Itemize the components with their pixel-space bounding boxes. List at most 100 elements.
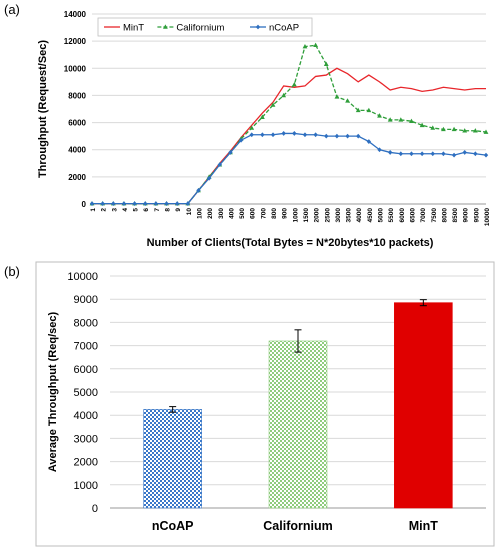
data-point: [334, 94, 340, 99]
x-tick-label-a: 9: [175, 208, 182, 212]
x-tick-label-a: 8: [165, 208, 172, 212]
legend-item-mint: MinT: [104, 23, 144, 34]
y-tick-label-a: 12000: [64, 37, 87, 46]
data-point: [483, 129, 489, 134]
series-line: [92, 44, 487, 205]
bar-chart-panel: (b) 0 1000 2000 3000 4000 5000 6000 7000 8000 900…: [4, 261, 495, 547]
x-tick-label-a: 4000: [356, 208, 363, 223]
data-point: [441, 126, 446, 132]
data-point: [419, 122, 425, 128]
bar-group: [143, 406, 202, 509]
x-tick-label-a: 9000: [463, 208, 470, 223]
y-tick-label-b: 5000: [74, 387, 98, 399]
data-point: [356, 133, 361, 139]
x-tick-label-a: 1500: [303, 208, 310, 223]
x-tick-label-a: 700: [260, 208, 267, 219]
x-tick-label-a: 5: [133, 208, 140, 212]
panel-b-label: (b): [4, 264, 20, 279]
data-point: [292, 131, 297, 136]
data-point: [281, 131, 286, 136]
data-point: [270, 102, 276, 107]
bar: [268, 340, 328, 509]
data-point: [259, 114, 265, 119]
x-tick-label-a: 4500: [367, 208, 374, 223]
data-point: [249, 125, 255, 130]
series-ncoap: [89, 131, 489, 206]
y-tick-label-b: 10000: [67, 271, 98, 283]
data-point: [462, 150, 467, 155]
data-point: [260, 132, 265, 138]
data-point: [302, 43, 308, 49]
data-point: [398, 151, 404, 157]
x-tick-label-a: 3500: [346, 208, 353, 223]
legend-label: nCoAP: [269, 23, 299, 34]
y-tick-label-b: 7000: [74, 341, 98, 353]
data-point: [143, 201, 148, 206]
data-point: [111, 201, 116, 206]
y-tick-label-a: 0: [82, 200, 87, 209]
y-tick-label-a: 14000: [64, 10, 87, 19]
data-point: [217, 162, 222, 168]
data-point: [313, 132, 318, 138]
legend: MinT Californium nCoAP: [97, 17, 313, 37]
x-tick-label-a: 8500: [452, 208, 459, 223]
data-point: [409, 151, 414, 157]
legend-item-ncoap: nCoAP: [250, 23, 299, 34]
data-point: [473, 151, 478, 157]
y-tick-label-a: 10000: [64, 64, 87, 73]
x-tick-label-a: 6000: [399, 208, 406, 223]
y-tick-label-b: 9000: [74, 294, 98, 306]
data-point: [441, 151, 446, 157]
data-point: [483, 152, 489, 158]
x-tick-label-a: 3000: [335, 208, 342, 223]
data-point: [334, 133, 340, 139]
y-tick-label-b: 4000: [74, 410, 98, 422]
data-point: [270, 132, 276, 138]
data-point: [206, 175, 212, 181]
legend-marker: [163, 24, 168, 29]
data-point: [409, 118, 414, 124]
data-point: [228, 150, 233, 155]
x-tick-label-a: 10000: [484, 208, 491, 226]
y-tick-label-a: 8000: [68, 91, 86, 100]
data-point: [164, 201, 169, 206]
x-tick-label-a: 7500: [431, 208, 438, 223]
data-point: [472, 128, 478, 133]
data-point: [419, 151, 425, 157]
x-tick-label-a: 9500: [473, 208, 480, 223]
legend-label: MinT: [123, 23, 144, 34]
y-tick-label-a: 6000: [68, 119, 86, 128]
data-point: [238, 137, 244, 143]
x-tick-label-a: 2: [101, 208, 108, 212]
x-tick-label-a: 2500: [324, 208, 331, 223]
data-point: [355, 107, 361, 113]
legend-item-californium: Californium: [157, 23, 225, 34]
data-point: [462, 128, 468, 133]
data-point: [324, 133, 329, 139]
legend-label: Californium: [176, 23, 224, 34]
data-point: [249, 132, 254, 138]
y-tick-label-b: 1000: [74, 480, 98, 492]
x-tick-label-a: 8000: [441, 208, 448, 223]
x-tick-label-a: 1: [90, 208, 97, 212]
x-tick-label-a: 500: [239, 208, 246, 219]
bar: [394, 302, 453, 509]
x-tick-label-a: 2000: [314, 208, 321, 223]
data-point: [345, 98, 350, 103]
x-tick-label-b: Californium: [263, 519, 332, 533]
data-point: [132, 201, 137, 206]
x-tick-label-a: 1000: [292, 208, 299, 223]
y-tick-label-b: 3000: [74, 433, 98, 445]
x-tick-label-a: 400: [228, 208, 235, 219]
x-tick-label-a: 100: [196, 208, 203, 219]
y-tick-label-a: 4000: [68, 146, 86, 155]
bar-group: [268, 329, 328, 509]
x-tick-label-a: 800: [271, 208, 278, 219]
x-tick-label-b: nCoAP: [152, 519, 194, 533]
y-tick-label-b: 2000: [74, 457, 98, 469]
y-tick-label-a: 2000: [68, 173, 86, 182]
data-point: [323, 61, 329, 67]
data-point: [398, 117, 404, 122]
